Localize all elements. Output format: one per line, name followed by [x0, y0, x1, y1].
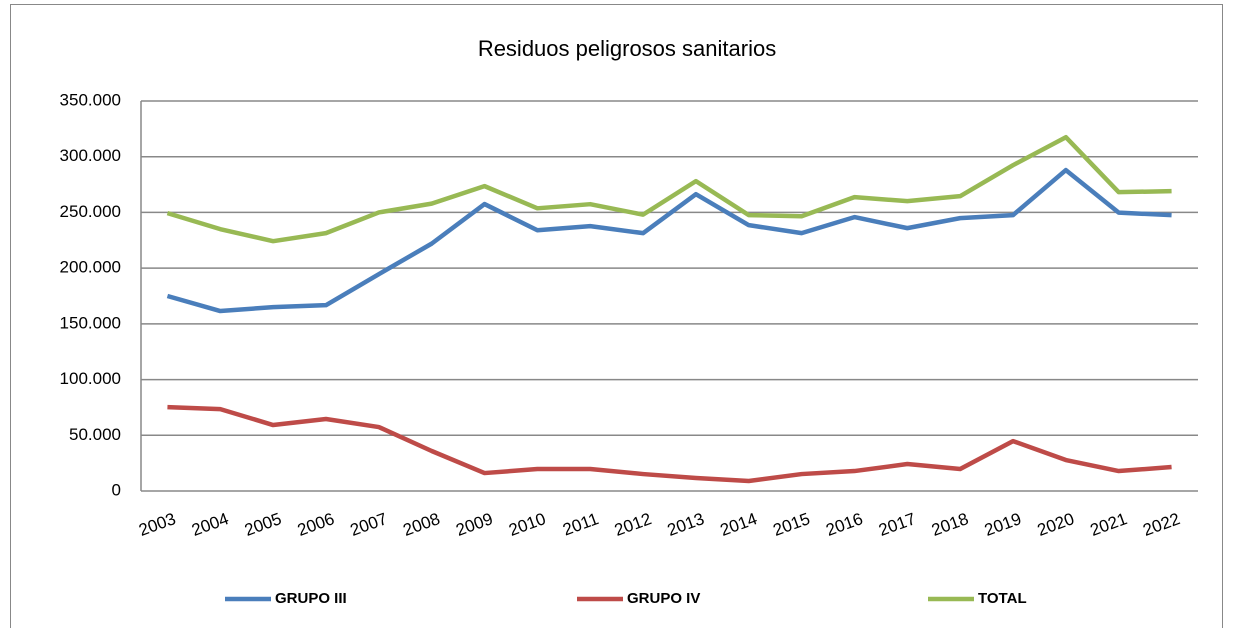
legend-label: TOTAL	[978, 590, 1027, 607]
y-tick-label: 250.000	[60, 202, 121, 221]
y-tick-label: 150.000	[60, 313, 121, 332]
y-tick-label: 100.000	[60, 369, 121, 388]
chart-title: Residuos peligrosos sanitarios	[478, 36, 776, 61]
y-tick-label: 200.000	[60, 258, 121, 277]
y-tick-label: 350.000	[60, 90, 121, 109]
y-tick-label: 50.000	[69, 425, 121, 444]
series-line	[166, 134, 1172, 244]
legend-label: GRUPO III	[275, 590, 347, 607]
y-tick-label: 300.000	[60, 146, 121, 165]
series-line	[166, 167, 1172, 314]
legend-label: GRUPO IV	[627, 590, 700, 607]
y-tick-label: 0	[112, 480, 121, 499]
chart-frame	[10, 4, 1223, 628]
series-line	[167, 404, 1172, 484]
